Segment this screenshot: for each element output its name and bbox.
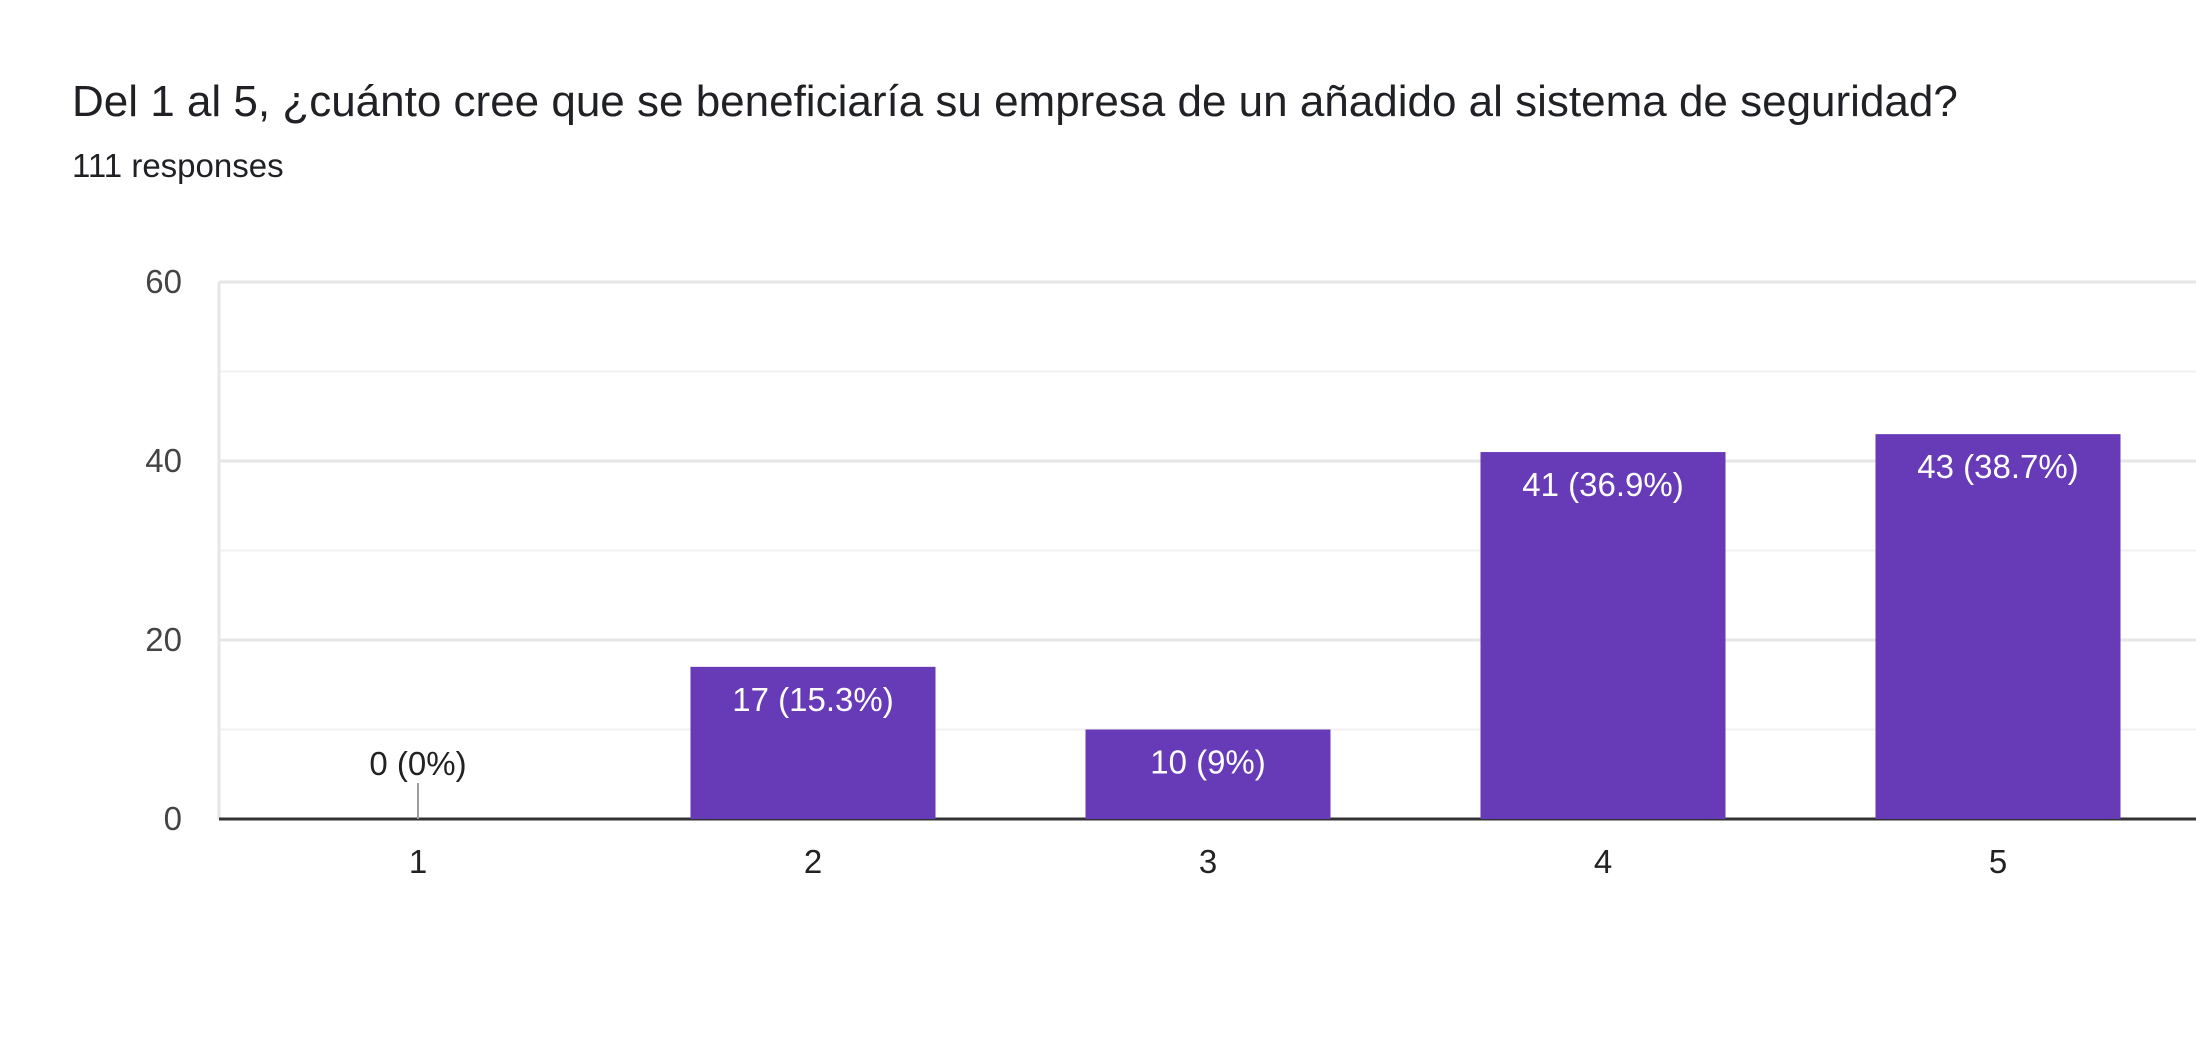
bar-4 (1480, 452, 1726, 819)
x-tick-label-1: 1 (409, 843, 427, 880)
data-label-3: 10 (9%) (1150, 744, 1266, 781)
y-tick-label: 20 (145, 621, 182, 658)
x-tick-label-5: 5 (1989, 843, 2007, 880)
bars (417, 434, 2121, 819)
data-label-5: 43 (38.7%) (1917, 448, 2078, 485)
y-tick-label: 0 (164, 800, 182, 837)
y-tick-label: 60 (145, 263, 182, 300)
x-tick-label-3: 3 (1199, 843, 1217, 880)
bar-2 (690, 666, 936, 819)
labels: 0 20 40 60 0 (0%) 1 17 (15.3%) 2 10 (9%) 3 41 (36.… (145, 263, 2078, 880)
response-count: 111 responses (72, 147, 284, 184)
data-label-2: 17 (15.3%) (732, 681, 893, 718)
y-tick-label: 40 (145, 442, 182, 479)
bar-5 (1875, 434, 2121, 819)
data-label-1: 0 (0%) (369, 745, 466, 782)
bar-3 (1085, 729, 1331, 819)
x-tick-label-4: 4 (1594, 843, 1612, 880)
chart-title: Del 1 al 5, ¿cuánto cree que se benefici… (72, 77, 1958, 126)
data-label-4: 41 (36.9%) (1522, 466, 1683, 503)
x-tick-label-2: 2 (804, 843, 822, 880)
